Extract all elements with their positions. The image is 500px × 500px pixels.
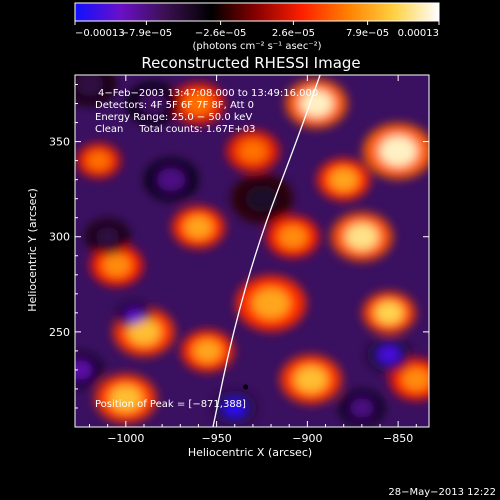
y-axis: 250 300 350: [49, 84, 429, 409]
annotation-detectors: Detectors: 4F 5F 6F 7F 8F, Att 0: [95, 100, 254, 111]
heatmap-blob: [350, 398, 374, 418]
heatmap-blob: [252, 288, 290, 319]
y-axis-label: Heliocentric Y (arcsec): [26, 188, 39, 312]
colorbar-tick-label: 7.9e−05: [346, 28, 389, 39]
heatmap-blob: [184, 215, 213, 239]
colorbar-tick-label: −2.6e−05: [195, 28, 247, 39]
heatmap-blob: [95, 227, 120, 247]
heatmap-blob: [222, 398, 247, 418]
colorbar-tick-label: −0.00013: [75, 28, 125, 39]
colorbar-tick-label: 0.00013: [398, 28, 439, 39]
annotation-energy-range: Energy Range: 25.0 − 50.0 keV: [95, 112, 252, 123]
heatmap-blob: [245, 185, 279, 213]
annotation-clean-counts: Clean Total counts: 1.67E+03: [95, 124, 255, 135]
heatmap-blob: [102, 253, 131, 277]
x-axis: −1000 −950 −900 −850: [89, 75, 417, 445]
heatmap-blob: [402, 367, 429, 391]
heatmap-blob: [125, 309, 145, 325]
heatmap-blob: [379, 135, 418, 167]
x-axis-label: Heliocentric X (arcsec): [188, 446, 312, 459]
heatmap-blob: [374, 301, 404, 325]
chart-title: Reconstructed RHESSI Image: [141, 54, 360, 72]
plot-frame: [74, 74, 430, 428]
colorbar-units-label: (photons cm⁻² s⁻¹ asec⁻²): [192, 41, 321, 52]
colorbar-ticks: −0.00013−7.9e−05 −2.6e−05 2.6e−05 7.9e−05 0.…: [74, 21, 440, 39]
heatmap-blob: [138, 92, 168, 115]
footer-timestamp: 28−May−2013 12:22: [388, 487, 496, 498]
heatmap-blob: [193, 339, 222, 363]
heatmap-blob: [329, 168, 358, 192]
peak-position-label: Position of Peak = [−871,388]: [95, 399, 246, 410]
heatmap-blob: [86, 151, 111, 171]
y-axis-tick-label: 300: [49, 231, 70, 244]
heatmap-blob: [294, 366, 328, 393]
y-axis-tick-label: 250: [49, 326, 70, 339]
x-axis-tick-label: −950: [201, 432, 231, 445]
heatmap-blob: [278, 225, 308, 249]
y-axis-tick-label: 350: [49, 136, 70, 149]
x-axis-tick-label: −850: [383, 432, 413, 445]
heatmap-blob: [75, 75, 104, 96]
heatmap-layer: [75, 75, 429, 426]
peak-marker: [243, 384, 249, 390]
colorbar: [74, 2, 440, 22]
heatmap-blob: [75, 360, 93, 380]
heatmap-blob: [127, 318, 161, 346]
heatmap-blob: [377, 345, 401, 365]
heatmap-blob: [184, 92, 213, 115]
x-axis-tick-label: −1000: [107, 432, 144, 445]
colorbar-tick-label: 2.6e−05: [272, 28, 315, 39]
heatmap-blob: [157, 168, 186, 192]
heatmap-blob: [238, 139, 268, 163]
annotation-time-range: 4−Feb−2003 13:47:08.000 to 13:49:16.000: [98, 88, 318, 99]
colorbar-tick-label: −7.9e−05: [121, 28, 173, 39]
heatmap-blob: [345, 223, 379, 251]
solar-limb-curve: [212, 75, 321, 427]
heatmap-blob: [109, 385, 143, 412]
x-axis-tick-label: −900: [292, 432, 322, 445]
